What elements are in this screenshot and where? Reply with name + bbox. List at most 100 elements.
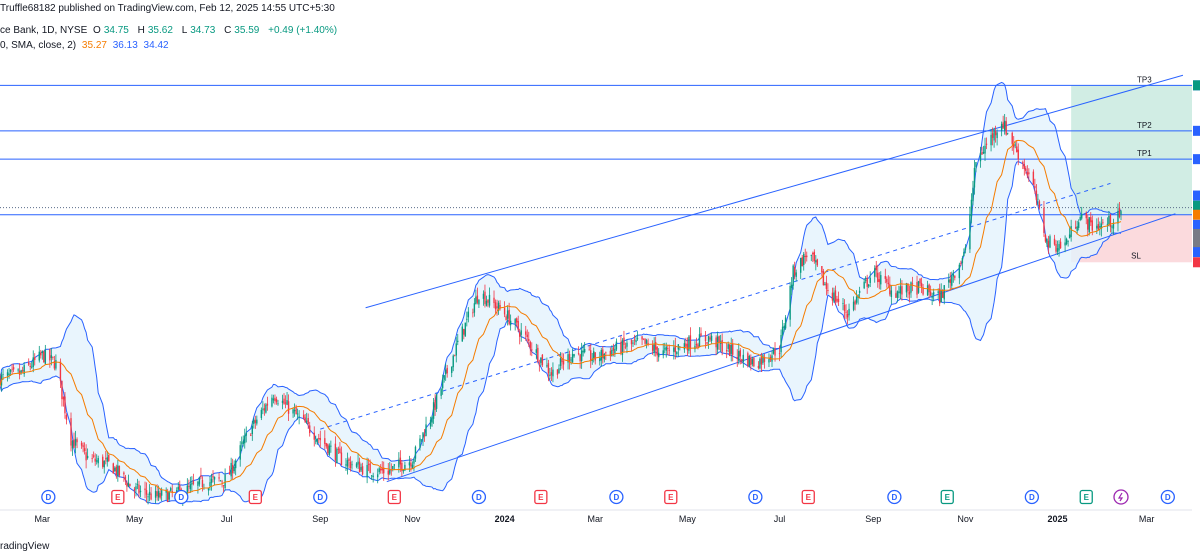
earnings-icon[interactable]: E <box>801 489 815 505</box>
svg-text:D: D <box>1165 493 1171 502</box>
candle <box>506 305 509 326</box>
candle <box>949 272 951 291</box>
candle <box>148 484 151 502</box>
candle <box>31 361 33 369</box>
candle <box>73 432 75 449</box>
channel-upper[interactable] <box>365 74 1184 309</box>
symbol-legend[interactable]: ce Bank, 1D, NYSE O 34.75 H 35.62 L 34.73 C… <box>0 25 340 37</box>
candle <box>222 485 225 493</box>
candle <box>632 340 634 348</box>
candle <box>1097 217 1100 231</box>
candle <box>630 339 633 352</box>
candle <box>886 276 888 288</box>
candle <box>41 350 44 360</box>
earnings-icon[interactable]: E <box>111 489 125 505</box>
price-tag <box>1193 219 1200 230</box>
candle <box>689 327 692 357</box>
candle <box>676 351 678 357</box>
candle <box>475 289 477 305</box>
candle <box>18 363 21 380</box>
candle <box>686 337 689 356</box>
candle <box>422 432 424 446</box>
candle <box>95 454 98 465</box>
candle <box>990 129 992 152</box>
candle <box>139 485 142 498</box>
candle <box>324 430 326 450</box>
candle <box>626 339 628 354</box>
symbol-name: ce Bank, 1D, NYSE <box>0 25 88 36</box>
dividend-icon[interactable]: D <box>174 489 189 505</box>
candle <box>1076 220 1078 235</box>
candle <box>293 403 296 417</box>
candle <box>1100 216 1103 237</box>
earnings-icon[interactable]: E <box>664 489 678 505</box>
candle <box>790 277 793 296</box>
price-scale[interactable] <box>1192 0 1200 558</box>
candle <box>939 283 941 307</box>
split-icon[interactable] <box>1113 489 1129 505</box>
candle <box>92 451 95 459</box>
dividend-icon[interactable]: D <box>1160 489 1175 505</box>
candle <box>135 482 137 497</box>
dividend-icon[interactable]: D <box>313 489 328 505</box>
candle <box>590 344 592 369</box>
candle <box>292 407 294 418</box>
candle <box>920 277 923 294</box>
dividend-icon[interactable]: D <box>471 489 487 505</box>
price-change: +0.49 (+1.40%) <box>268 25 338 36</box>
candle <box>1055 240 1057 254</box>
candle <box>231 458 234 480</box>
published-line: Truffle68182 published on TradingView.co… <box>0 3 335 14</box>
candle <box>991 127 994 146</box>
time-axis-label: Nov <box>957 514 974 524</box>
candle <box>982 145 985 155</box>
earnings-icon[interactable]: E <box>940 489 954 505</box>
candle <box>757 361 760 370</box>
candle <box>943 285 945 305</box>
candle <box>517 315 519 332</box>
candle <box>520 323 522 342</box>
dividend-icon[interactable]: D <box>748 489 763 505</box>
earnings-icon[interactable]: E <box>248 489 262 505</box>
dividend-icon[interactable]: D <box>1024 489 1040 505</box>
candle <box>274 394 276 405</box>
candle <box>519 328 521 345</box>
candle <box>464 322 467 337</box>
candle <box>133 486 136 499</box>
dividend-icon[interactable]: D <box>41 489 56 505</box>
earnings-icon[interactable]: E <box>387 489 401 505</box>
svg-text:D: D <box>752 493 758 502</box>
candle <box>667 345 669 355</box>
candle <box>614 345 616 357</box>
candle <box>49 348 51 368</box>
time-axis-label: Jul <box>774 514 786 524</box>
candle <box>1058 240 1060 257</box>
candle <box>1016 140 1018 153</box>
candle <box>383 461 385 481</box>
candle <box>159 488 161 500</box>
target-zone[interactable] <box>1071 85 1192 215</box>
candle <box>911 276 914 292</box>
dividend-icon[interactable]: D <box>887 489 902 505</box>
candle <box>12 364 15 373</box>
candle <box>768 353 770 367</box>
candle <box>496 299 498 316</box>
candle <box>145 482 148 503</box>
candle <box>747 351 749 368</box>
indicator-legend[interactable]: 0, SMA, close, 2) 35.27 36.13 34.42 <box>0 40 172 52</box>
candle <box>1081 206 1083 221</box>
candle <box>1038 199 1041 210</box>
earnings-icon[interactable]: E <box>534 489 548 505</box>
earnings-icon[interactable]: E <box>1079 489 1093 505</box>
channel-mid[interactable] <box>320 182 1111 430</box>
candle <box>444 363 447 381</box>
candle <box>866 274 868 294</box>
candle <box>1003 113 1006 135</box>
time-axis-label: Jul <box>221 514 233 524</box>
candle <box>898 285 900 299</box>
level-label-tp3: TP3 <box>1137 75 1152 84</box>
candle <box>706 342 708 346</box>
dividend-icon[interactable]: D <box>609 489 624 505</box>
candle <box>302 410 305 420</box>
